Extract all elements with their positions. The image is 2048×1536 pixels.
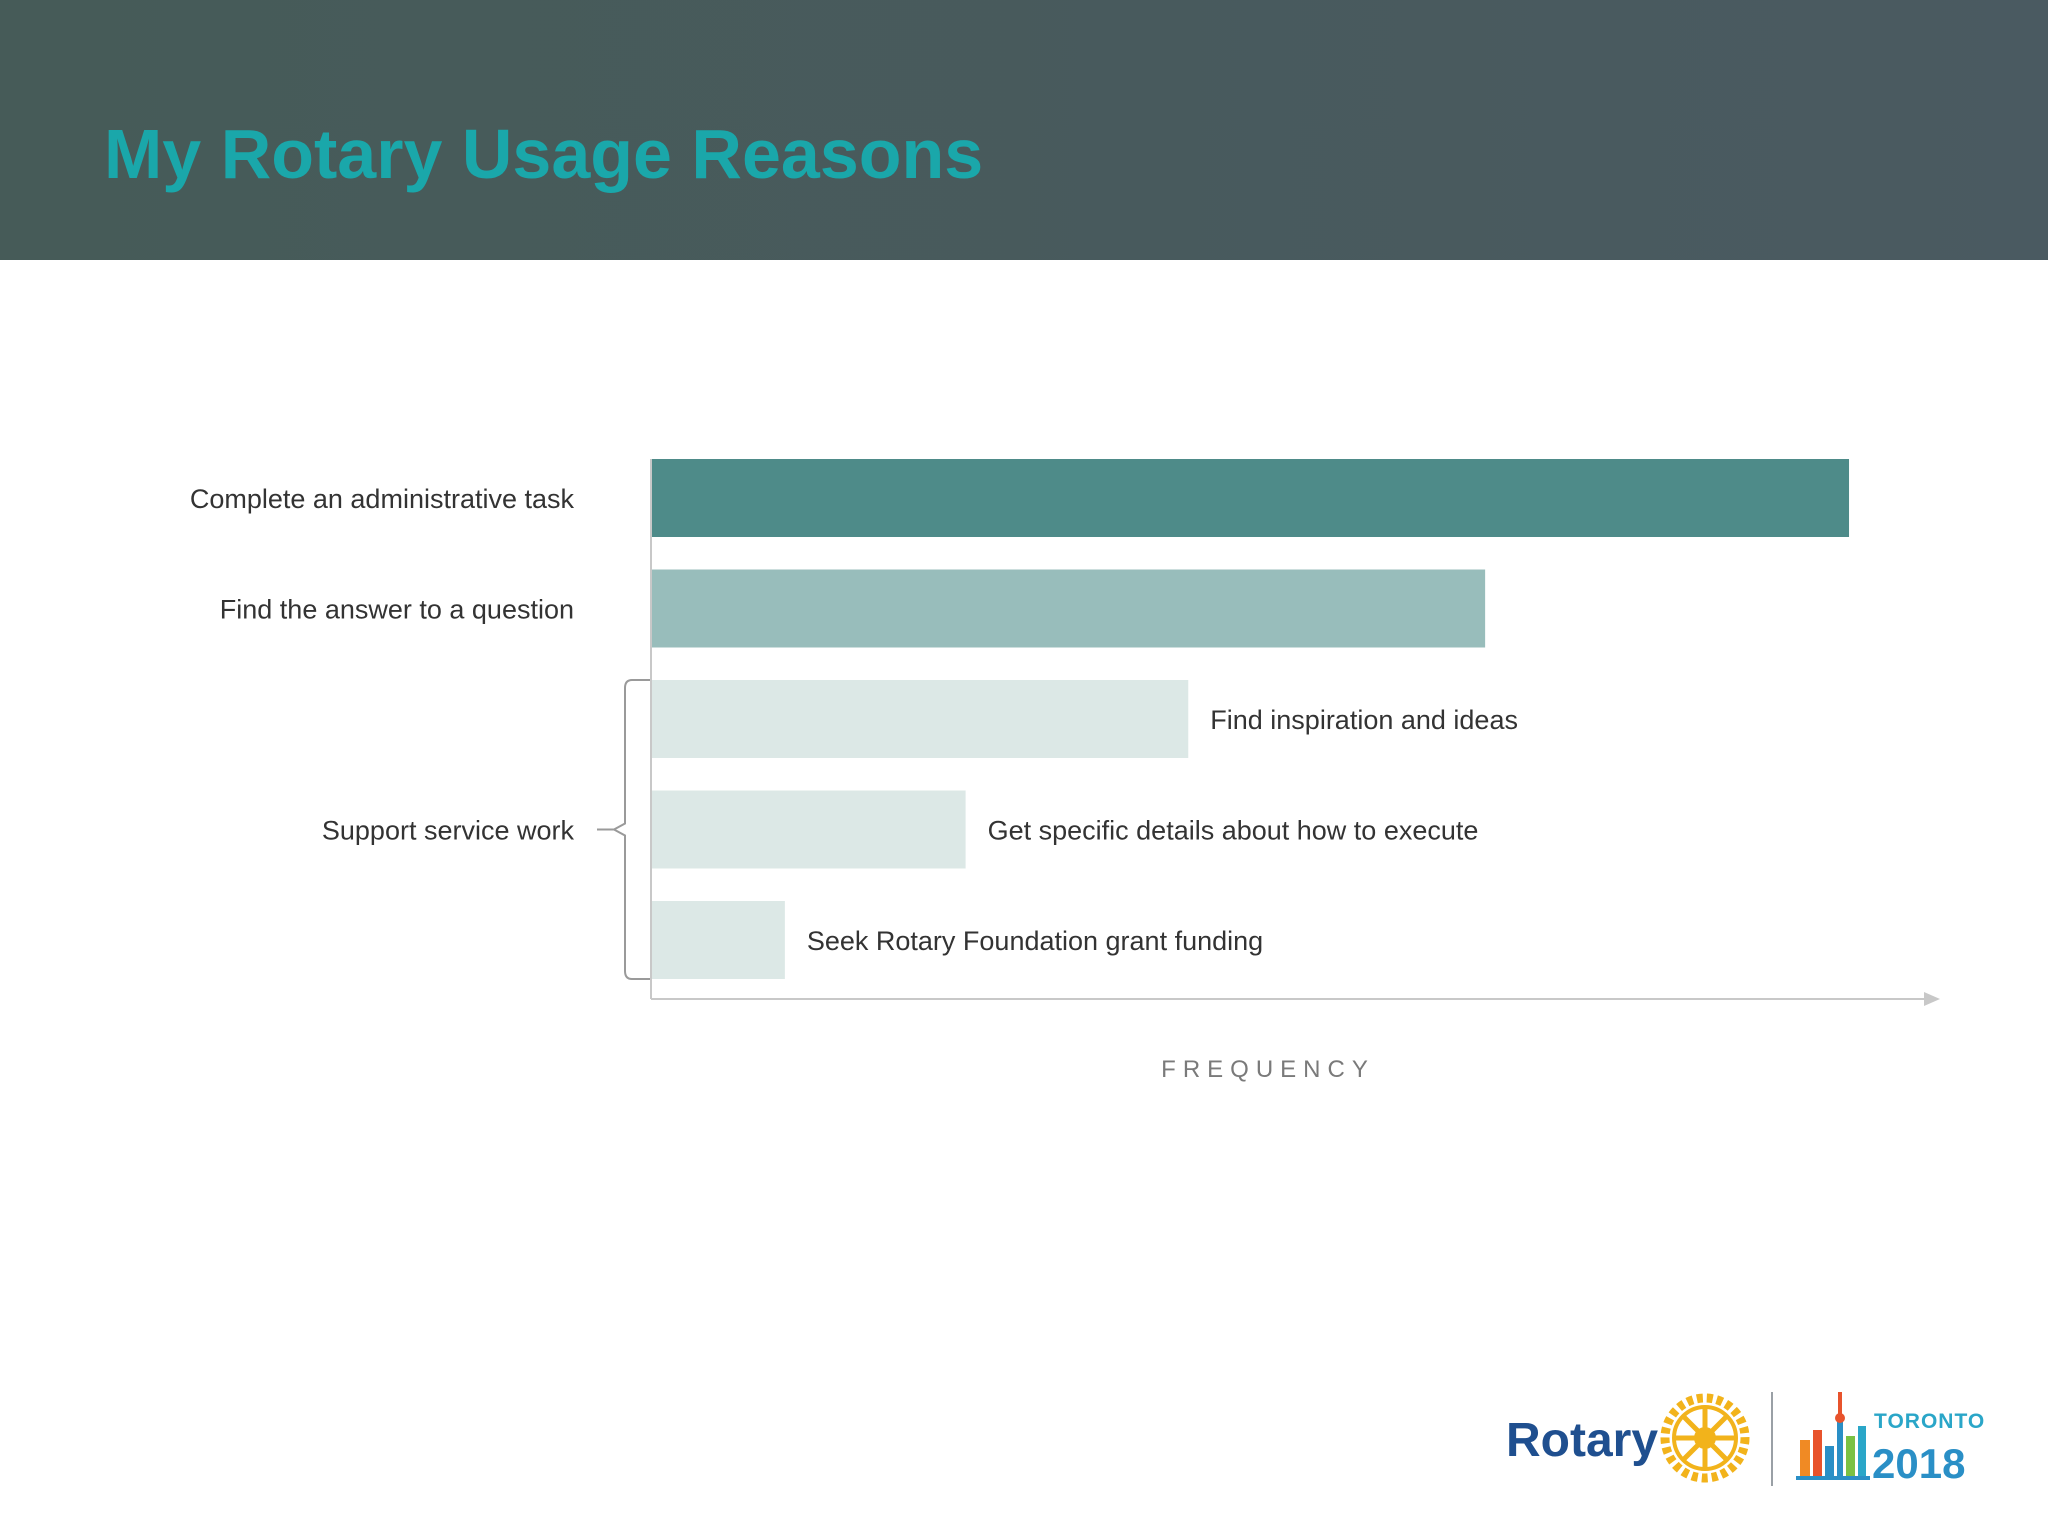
bar-2 [652, 569, 1486, 648]
group-bracket-layer: Support service work [322, 679, 650, 980]
group-label: Support service work [322, 816, 575, 846]
rotary-wordmark: Rotary [1506, 1414, 1658, 1467]
axis-layer: FREQUENCY [650, 459, 1940, 1083]
x-axis-title: FREQUENCY [1161, 1056, 1375, 1083]
toronto-wordmark: TORONTO [1874, 1410, 1985, 1433]
category-label-2: Find the answer to a question [220, 595, 574, 625]
rotary-toronto-2018-logo: Rotary TORONTO 2018 [1506, 1392, 1985, 1487]
toronto-skyline-icon [1796, 1392, 1870, 1480]
bar-label-3: Find inspiration and ideas [1210, 705, 1518, 735]
bar-label-4: Get specific details about how to execut… [988, 816, 1479, 846]
rotary-wheel-icon [1660, 1393, 1750, 1483]
x-axis-arrow-icon [1924, 992, 1940, 1006]
year-wordmark: 2018 [1872, 1440, 1965, 1487]
bar-4 [652, 790, 966, 869]
slide-title: My Rotary Usage Reasons [104, 115, 984, 193]
bar-3 [652, 680, 1189, 758]
bar-label-5: Seek Rotary Foundation grant funding [807, 926, 1263, 956]
header-banner [0, 0, 2048, 260]
labels-layer: Complete an administrative task Find the … [190, 484, 1518, 956]
bar-5 [652, 901, 785, 979]
bar-1 [652, 459, 1850, 537]
group-bracket [611, 679, 650, 980]
bars-layer [652, 459, 1850, 979]
category-label-1: Complete an administrative task [190, 484, 575, 514]
